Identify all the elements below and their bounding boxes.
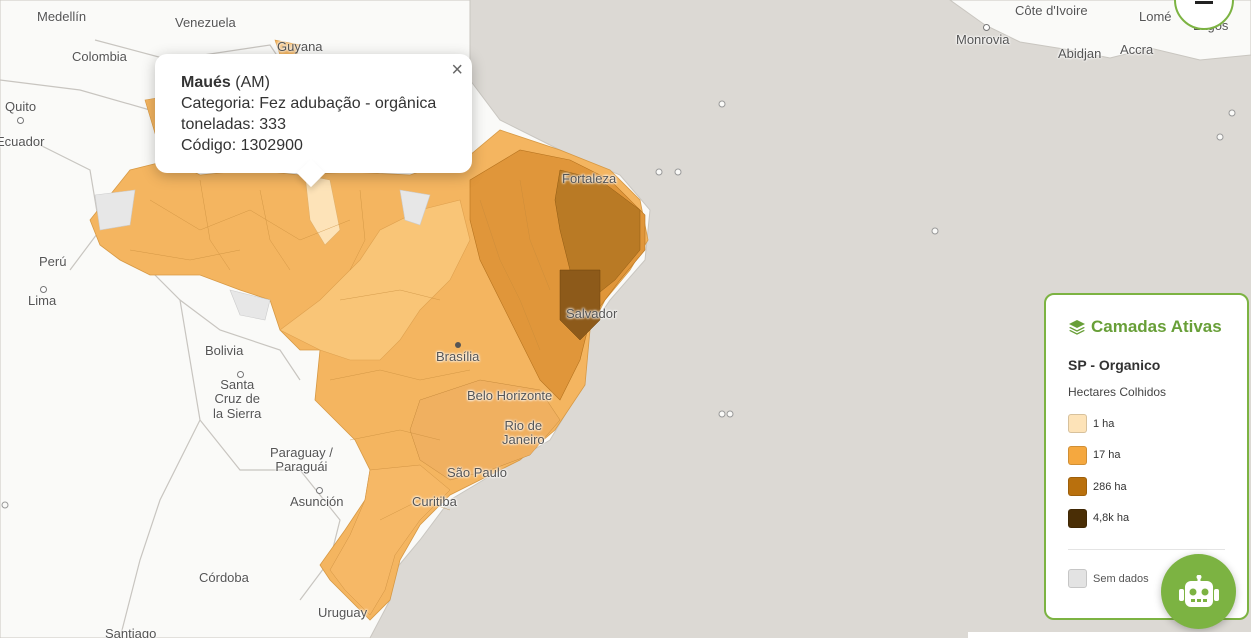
attribution-strip — [968, 632, 1251, 638]
label-belo-horizonte: Belo Horizonte — [467, 388, 553, 403]
label-salvador: Salvador — [566, 306, 618, 321]
legend-nodata: Sem dados — [1068, 569, 1225, 588]
legend-item-label: 286 ha — [1093, 480, 1127, 493]
label-uruguay: Uruguay — [318, 605, 368, 620]
popup-title: Maués (AM) — [181, 72, 452, 93]
label-venezuela: Venezuela — [175, 15, 236, 30]
legend-item-label: 1 ha — [1093, 417, 1115, 430]
label-lome: Lomé — [1139, 9, 1172, 24]
robot-icon — [1178, 574, 1219, 607]
label-guyana: Guyana — [277, 39, 323, 54]
legend-item: 286 ha — [1068, 471, 1225, 503]
legend-item: 17 ha — [1068, 440, 1225, 472]
label-fortaleza: Fortaleza — [562, 171, 617, 186]
city-dot-quito — [17, 117, 24, 124]
legend-title: Camadas Ativas — [1068, 317, 1225, 337]
label-cote-divoire: Côte d'Ivoire — [1015, 3, 1088, 18]
city-dot-santa-cruz — [237, 371, 244, 378]
legend-divider — [1068, 549, 1225, 550]
label-paraguay: Paraguay / Paraguái — [270, 445, 333, 475]
legend-swatch — [1068, 508, 1087, 528]
legend-nodata-swatch — [1068, 569, 1087, 588]
popup-close-button[interactable]: × — [451, 59, 463, 81]
label-brasilia: Brasília — [436, 349, 480, 364]
popup-municipality-name: Maués — [181, 74, 231, 91]
legend-swatch — [1068, 445, 1087, 465]
label-monrovia: Monrovia — [956, 32, 1010, 47]
label-santiago: Santiago — [105, 626, 157, 638]
label-rio: Rio de Janeiro — [502, 418, 545, 448]
label-medellin: Medellín — [37, 9, 87, 24]
label-accra: Accra — [1120, 42, 1154, 57]
legend-nodata-label: Sem dados — [1093, 572, 1149, 585]
legend-item: 4,8k ha — [1068, 503, 1225, 535]
legend-metric: Hectares Colhidos — [1068, 385, 1167, 399]
label-bolivia: Bolivia — [205, 343, 244, 358]
brazil-choropleth[interactable] — [89, 39, 649, 621]
label-peru: Perú — [39, 254, 67, 269]
label-quito: Quito — [5, 99, 37, 114]
popup-state: (AM) — [230, 74, 270, 91]
legend-items: 1 ha 17 ha 286 ha 4,8k ha — [1068, 408, 1225, 534]
legend-swatch — [1068, 477, 1087, 497]
label-sao-paulo: São Paulo — [447, 465, 507, 480]
menu-icon — [1195, 1, 1213, 4]
label-asuncion: Asunción — [290, 494, 344, 509]
popup-tons: toneladas: 333 — [181, 116, 286, 133]
popup-code: Código: 1302900 — [181, 137, 303, 154]
label-cordoba: Córdoba — [199, 570, 249, 585]
legend-item: 1 ha — [1068, 408, 1225, 440]
city-dot-monrovia — [983, 24, 990, 31]
popup-category: Categoria: Fez adubação - orgânica — [181, 95, 437, 112]
label-curitiba: Curitiba — [412, 494, 457, 509]
label-abidjan: Abidjan — [1058, 46, 1102, 61]
city-dot-lima — [40, 286, 47, 293]
layers-icon — [1069, 320, 1085, 335]
legend-title-text: Camadas Ativas — [1091, 317, 1222, 336]
label-santa-cruz: Santa Cruz de la Sierra — [213, 377, 262, 421]
city-dot-asuncion — [316, 487, 323, 494]
municipality-popup: Maués (AM) Categoria: Fez adubação - org… — [155, 54, 472, 188]
legend-swatch — [1068, 414, 1087, 434]
label-ecuador: Ecuador — [0, 134, 45, 149]
legend-item-label: 17 ha — [1093, 449, 1121, 462]
legend-layer-name: SP - Organico — [1068, 357, 1161, 373]
chatbot-button[interactable] — [1161, 554, 1236, 629]
label-colombia: Colombia — [72, 49, 127, 64]
legend-item-label: 4,8k ha — [1093, 512, 1130, 525]
label-lima: Lima — [28, 293, 57, 308]
